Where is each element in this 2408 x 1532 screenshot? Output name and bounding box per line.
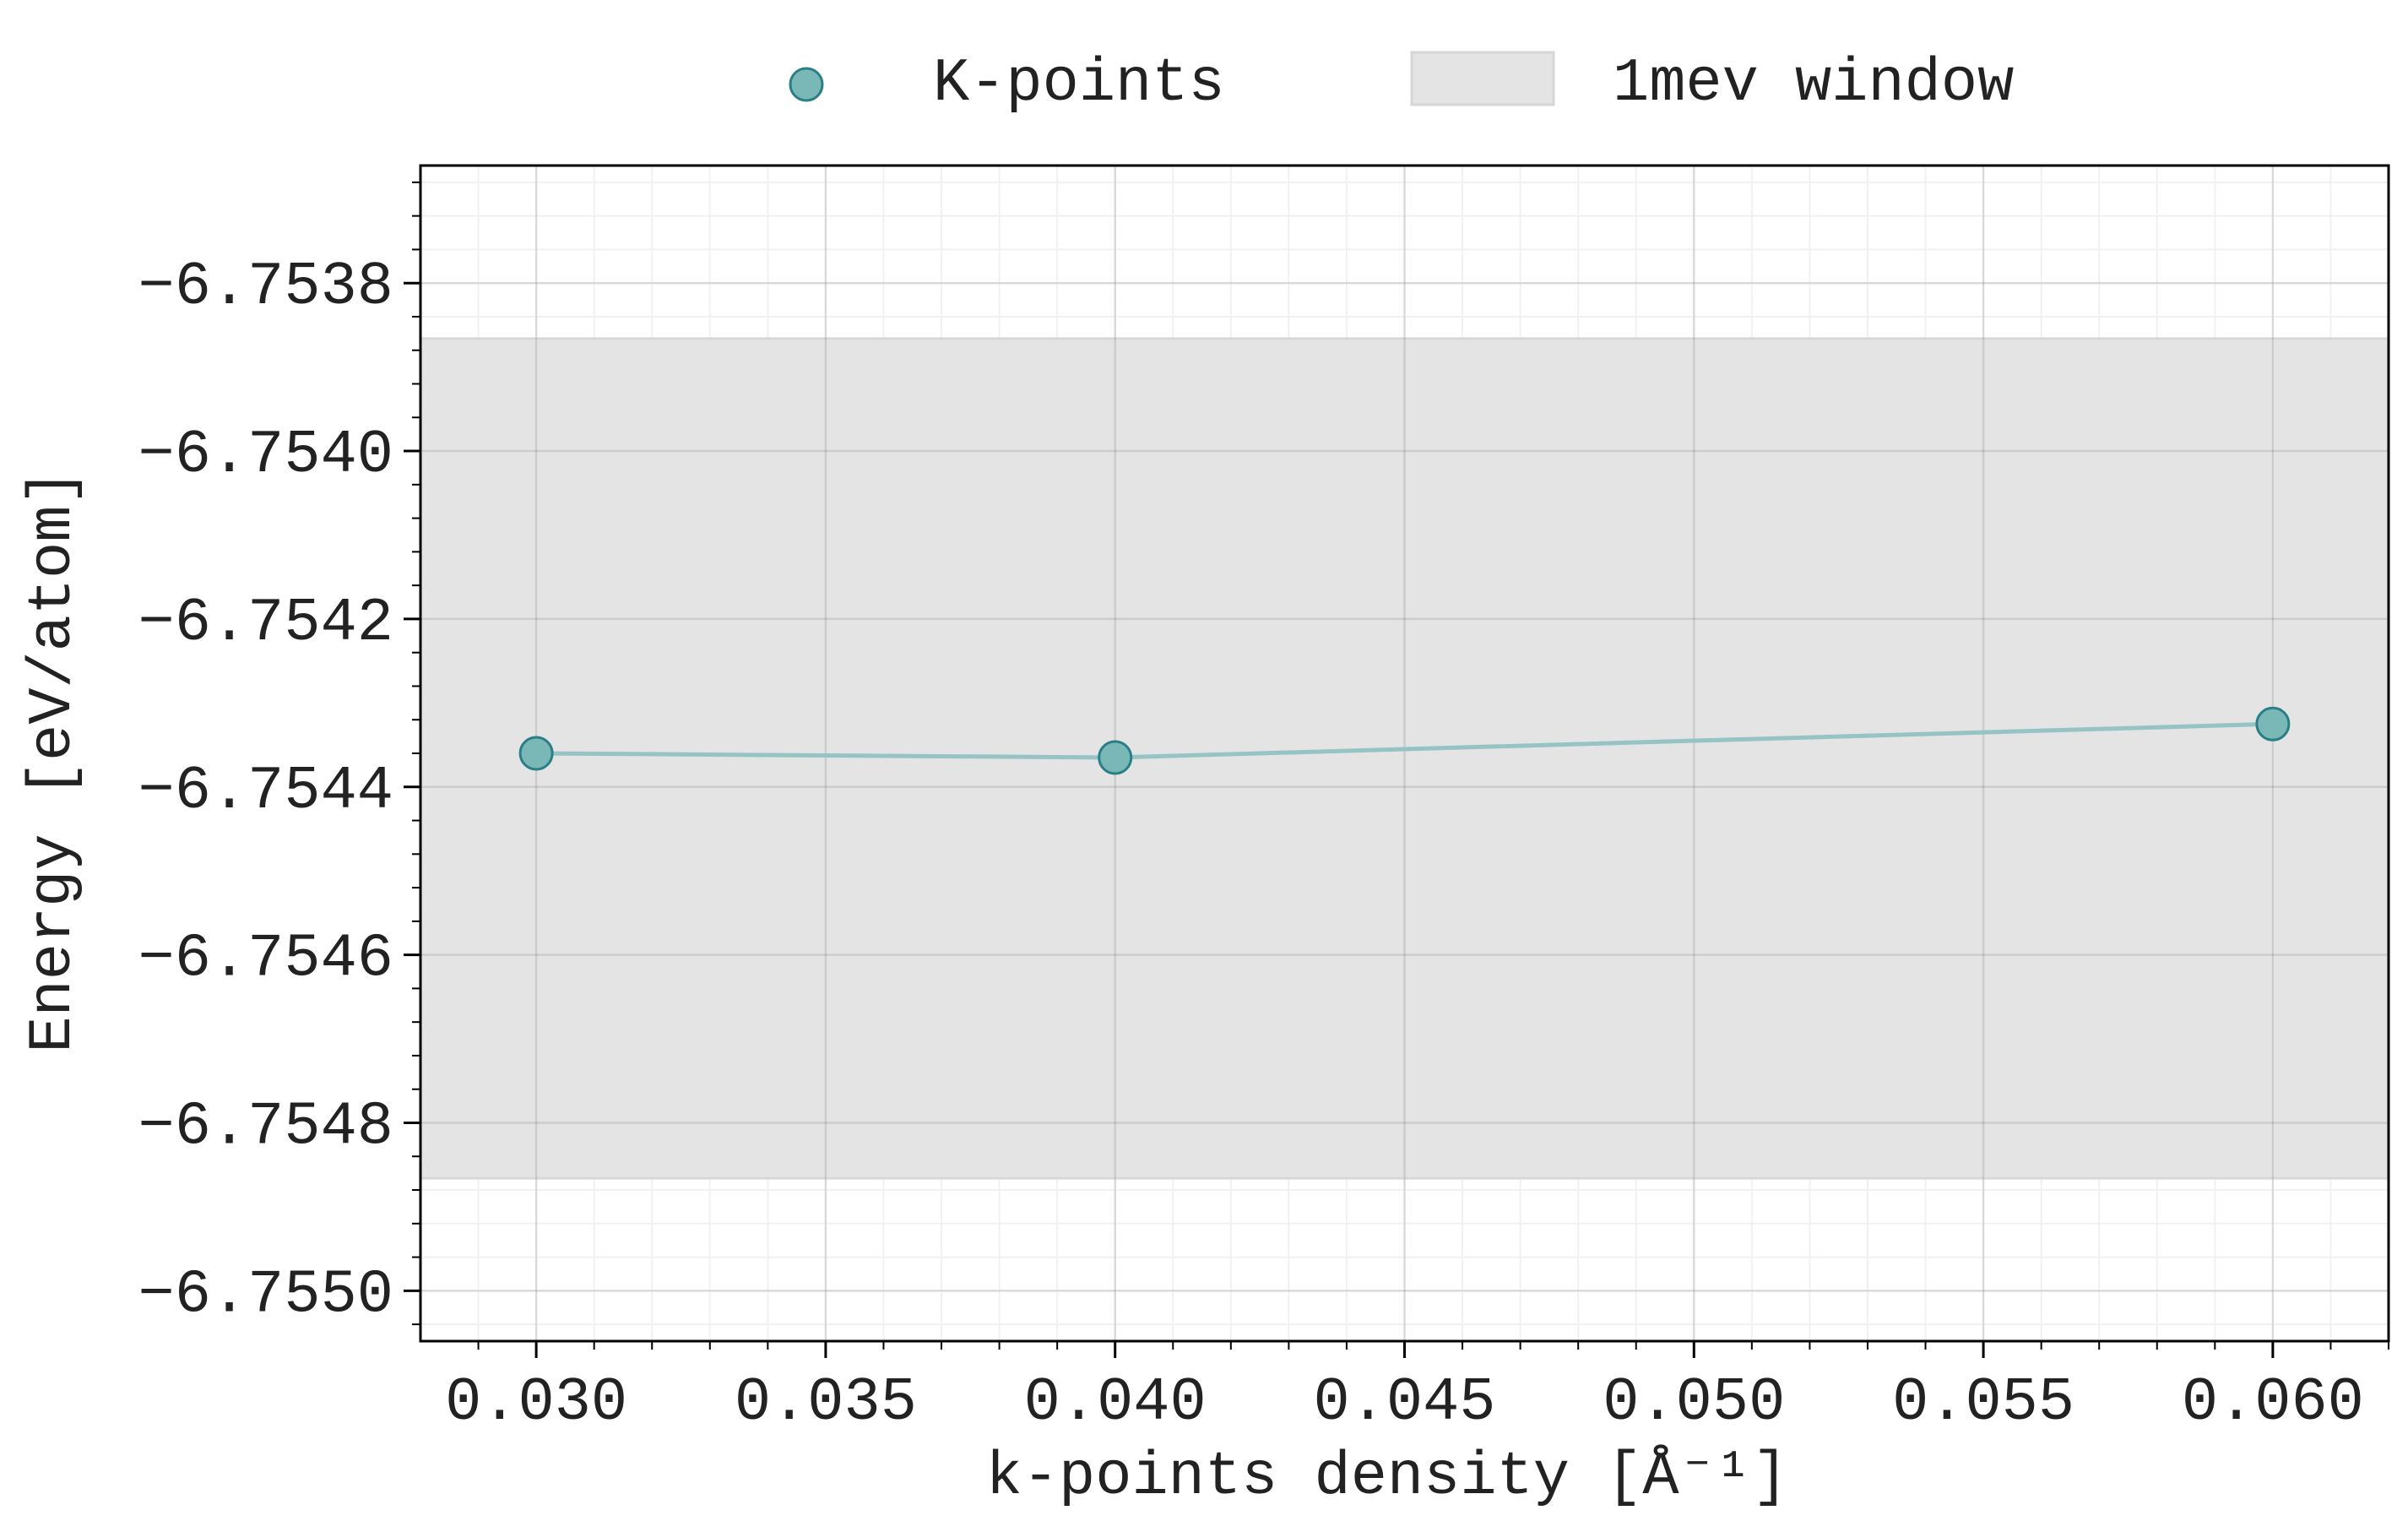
legend: K-points 1mev window (789, 49, 2014, 118)
y-tick-label: −6.7550 (138, 1260, 393, 1329)
x-tick-label: 0.055 (1892, 1368, 2074, 1437)
x-tick-label: 0.050 (1603, 1368, 1785, 1437)
legend-label-kpoints: K-points (933, 49, 1225, 118)
legend-marker-kpoints (789, 67, 824, 102)
window-band (420, 338, 2389, 1179)
x-tick-label: 0.045 (1313, 1368, 1495, 1437)
y-tick-label: −6.7546 (138, 925, 393, 994)
y-tick-label: −6.7548 (138, 1092, 393, 1161)
data-point-kpoints (2255, 706, 2291, 742)
y-axis-label: Energy [eV/atom] (19, 469, 88, 1052)
x-axis-label: k-points density [Å⁻¹] (986, 1442, 1789, 1512)
y-tick-label: −6.7538 (138, 253, 393, 322)
plot-area: 0.030 0.035 0.040 0.045 0.050 0.055 0.060 −6.75… (138, 164, 2390, 1437)
x-tick-label: 0.030 (445, 1368, 627, 1437)
x-tick-label: 0.060 (2182, 1368, 2364, 1437)
x-tick-label: 0.035 (735, 1368, 917, 1437)
data-point-kpoints (1098, 740, 1133, 775)
legend-swatch-window (1410, 51, 1555, 106)
y-tick-label: −6.7540 (138, 421, 393, 490)
y-tick-label: −6.7542 (138, 589, 393, 658)
x-tick-label: 0.040 (1024, 1368, 1207, 1437)
data-point-kpoints (518, 736, 554, 771)
y-tick-label: −6.7544 (138, 757, 393, 826)
legend-label-window: 1mev window (1613, 49, 2014, 118)
